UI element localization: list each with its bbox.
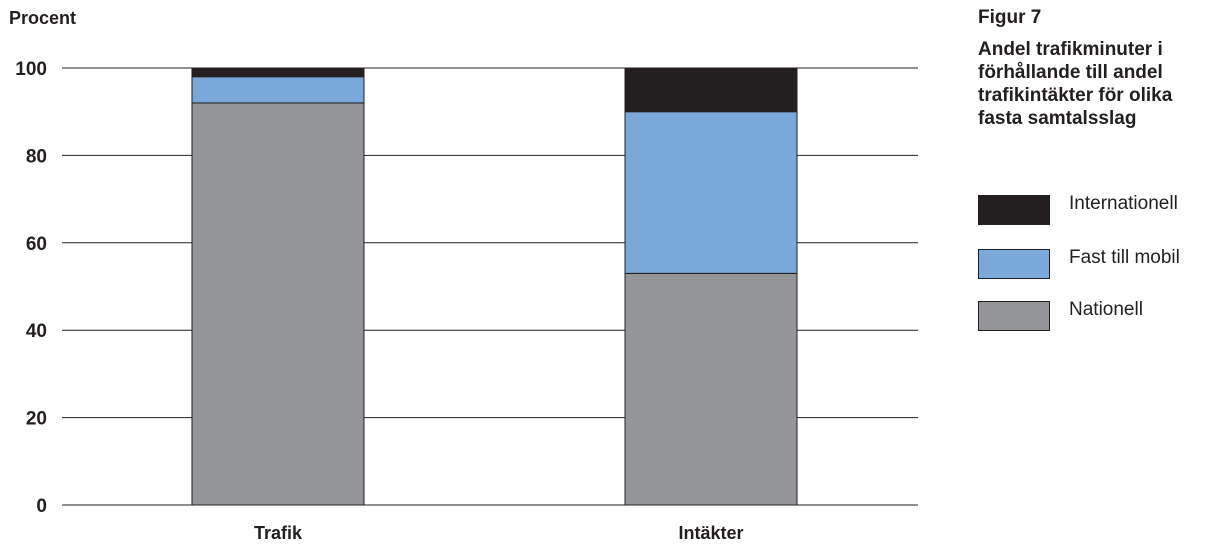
legend-item-internationell: Internationell xyxy=(978,193,1212,225)
legend-swatch-internationell xyxy=(978,195,1050,225)
legend-swatch-nationell xyxy=(978,301,1050,331)
stacked-bar-chart: Procent 0 20 40 60 80 100 Trafik Intäkter xyxy=(9,8,918,543)
legend-item-fast-till-mobil: Fast till mobil xyxy=(978,247,1212,279)
y-tick-label-20: 20 xyxy=(26,409,47,430)
category-label-1: Intäkter xyxy=(678,523,743,543)
bars xyxy=(191,67,798,506)
category-label-0: Trafik xyxy=(254,523,303,543)
category-labels: Trafik Intäkter xyxy=(254,523,744,543)
y-tick-label-80: 80 xyxy=(26,146,47,167)
y-tick-label-100: 100 xyxy=(15,59,47,80)
figure-number: Figur 7 xyxy=(978,7,1042,28)
legend-swatch-fast-till-mobil xyxy=(978,249,1050,279)
bar-segment-internationell-trafik xyxy=(191,67,365,78)
legend-label-internationell: Internationell xyxy=(1069,193,1178,214)
y-tick-label-0: 0 xyxy=(36,496,47,517)
bar-segment-nationell-int-kter xyxy=(624,272,798,506)
bar-segment-fast-till-mobil-int-kter xyxy=(624,111,798,274)
y-tick-label-60: 60 xyxy=(26,234,47,255)
y-tick-label-40: 40 xyxy=(26,321,47,342)
y-tick-labels: 0 20 40 60 80 100 xyxy=(15,59,47,517)
figure-title: Andel trafikminuter i förhållande till a… xyxy=(978,39,1173,129)
bar-segment-fast-till-mobil-trafik xyxy=(191,76,365,104)
bar-segment-internationell-int-kter xyxy=(624,67,798,113)
bar-segment-nationell-trafik xyxy=(191,102,365,506)
y-axis-label: Procent xyxy=(9,8,76,28)
legend-label-fast-till-mobil: Fast till mobil xyxy=(1069,247,1180,268)
legend-label-nationell: Nationell xyxy=(1069,299,1143,320)
legend-item-nationell: Nationell xyxy=(978,299,1212,331)
